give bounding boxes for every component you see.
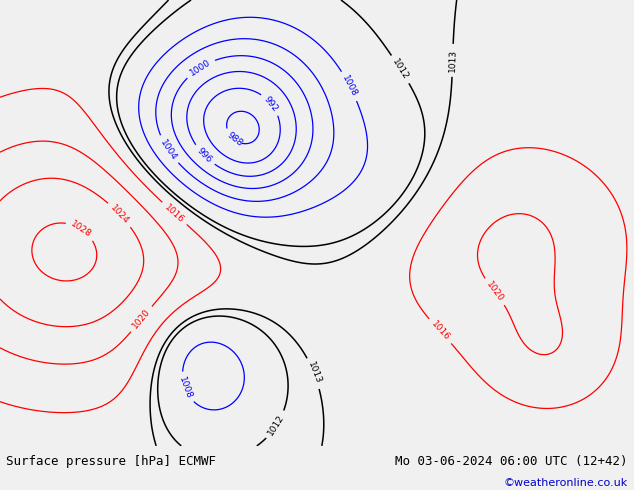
Text: 1004: 1004 [158, 138, 178, 162]
Text: 1000: 1000 [188, 58, 212, 78]
Text: 1020: 1020 [484, 280, 505, 303]
Text: Mo 03-06-2024 06:00 UTC (12+42): Mo 03-06-2024 06:00 UTC (12+42) [395, 455, 628, 468]
Text: 1024: 1024 [109, 203, 131, 226]
Text: ©weatheronline.co.uk: ©weatheronline.co.uk [503, 478, 628, 489]
Text: 992: 992 [262, 95, 280, 113]
Text: 1013: 1013 [306, 361, 322, 386]
Text: 1008: 1008 [177, 375, 193, 400]
Text: 1028: 1028 [69, 219, 93, 239]
Text: 1012: 1012 [391, 57, 410, 81]
Text: 1008: 1008 [340, 74, 359, 98]
Text: 1012: 1012 [266, 413, 287, 437]
Text: 1013: 1013 [448, 49, 458, 72]
Text: 1016: 1016 [429, 319, 451, 343]
Text: 988: 988 [224, 131, 244, 148]
Text: 1016: 1016 [163, 202, 186, 224]
Text: Surface pressure [hPa] ECMWF: Surface pressure [hPa] ECMWF [6, 455, 216, 468]
Text: 1020: 1020 [131, 307, 152, 331]
Text: 996: 996 [195, 146, 214, 165]
